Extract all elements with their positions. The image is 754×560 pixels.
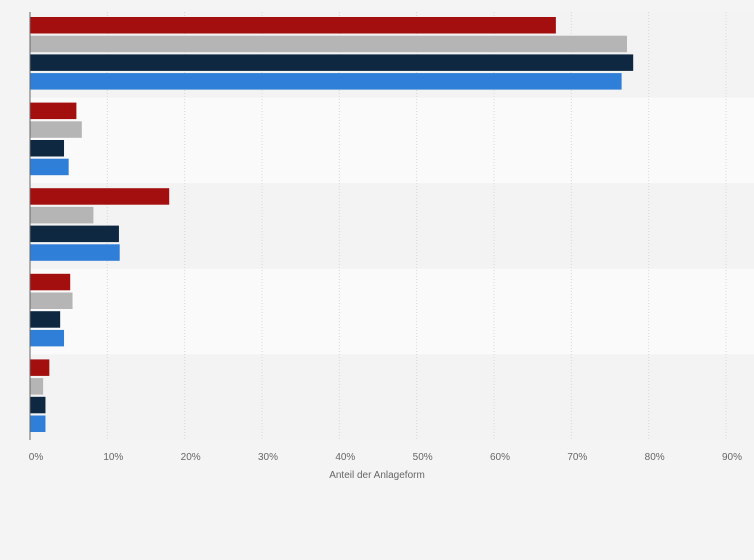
- bar: [30, 273, 71, 291]
- bar: [30, 121, 82, 138]
- category-band: [30, 268, 754, 355]
- bar: [30, 292, 73, 309]
- x-tick-label: 80%: [645, 452, 665, 463]
- x-tick-label: 10%: [103, 452, 123, 463]
- bars: [30, 17, 634, 432]
- bar: [30, 140, 65, 157]
- bar: [30, 396, 46, 414]
- x-tick-label: 0%: [29, 452, 44, 463]
- x-axis-label: Anteil der Anlageform: [329, 470, 425, 481]
- bar: [30, 359, 50, 376]
- x-tick-labels: 0% 10% 20% 30% 40% 50% 60% 70% 80% 90%: [29, 452, 742, 463]
- category-band: [30, 97, 754, 184]
- category-band: [30, 354, 754, 440]
- bar: [30, 329, 65, 347]
- x-tick-label: 30%: [258, 452, 278, 463]
- bar: [30, 225, 119, 243]
- bar: [30, 73, 622, 90]
- x-tick-label: 50%: [413, 452, 433, 463]
- x-tick-label: 70%: [567, 452, 587, 463]
- bar: [30, 188, 170, 205]
- x-tick-label: 40%: [335, 452, 355, 463]
- x-tick-label: 90%: [722, 452, 742, 463]
- category-bands: [30, 12, 754, 440]
- bar: [30, 35, 628, 53]
- bar: [30, 378, 44, 395]
- x-tick-label: 20%: [181, 452, 201, 463]
- x-tick-label: 60%: [490, 452, 510, 463]
- bar: [30, 206, 94, 224]
- bar: [30, 17, 556, 34]
- bar: [30, 54, 634, 71]
- bar: [30, 244, 120, 261]
- bar: [30, 415, 46, 432]
- bar: [30, 102, 77, 120]
- bar: [30, 158, 69, 176]
- bar: [30, 311, 61, 328]
